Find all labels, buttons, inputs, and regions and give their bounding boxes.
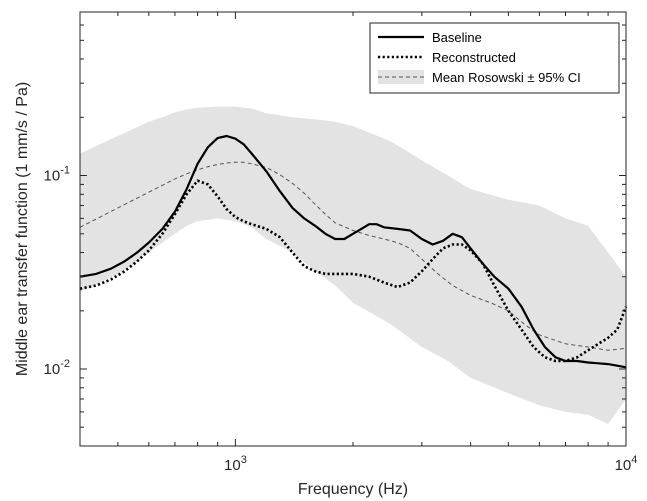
y-axis-label: Middle ear transfer function (1 mm/s / P… bbox=[14, 82, 31, 376]
ci-band-layer bbox=[80, 106, 626, 424]
ci-band bbox=[80, 106, 626, 424]
y-tick-label: 10-2 bbox=[44, 358, 70, 378]
x-axis-label: Frequency (Hz) bbox=[298, 481, 408, 498]
legend-label-reconstructed: Reconstructed bbox=[432, 50, 516, 65]
tick-layer: 103 104 10-2 10-1 bbox=[44, 12, 638, 474]
y-tick-label: 10-1 bbox=[44, 165, 70, 185]
legend: Baseline Reconstructed Mean Rosowski ± 95%… bbox=[369, 22, 620, 94]
baseline-series-line bbox=[79, 134, 627, 369]
legend-label-mean: Mean Rosowski ± 95% CI bbox=[432, 70, 581, 85]
x-tick-label: 104 bbox=[615, 454, 638, 474]
series-layer bbox=[79, 134, 628, 369]
reconstructed-series-line bbox=[79, 179, 628, 363]
legend-label-baseline: Baseline bbox=[432, 30, 482, 45]
x-tick-label: 103 bbox=[224, 454, 247, 474]
mean-series-line bbox=[79, 161, 627, 351]
